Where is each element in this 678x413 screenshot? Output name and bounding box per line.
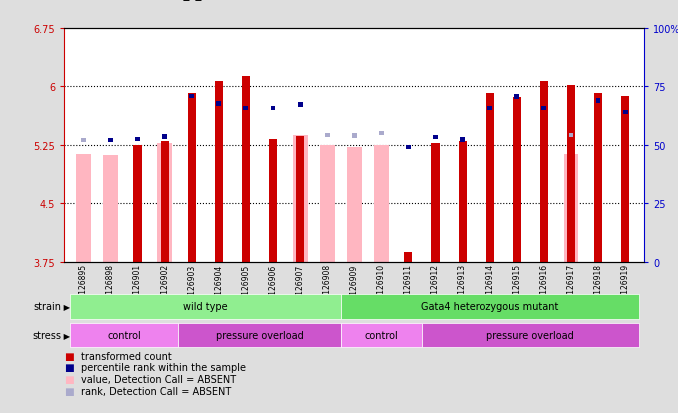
- Bar: [347, 148, 361, 262]
- Bar: [296, 136, 304, 262]
- Text: rank, Detection Call = ABSENT: rank, Detection Call = ABSENT: [81, 386, 232, 396]
- Bar: [161, 142, 169, 262]
- Bar: [431, 143, 439, 262]
- Bar: [460, 138, 465, 142]
- Bar: [215, 82, 223, 262]
- Text: control: control: [107, 330, 141, 341]
- Text: ■: ■: [64, 351, 74, 361]
- Bar: [542, 107, 546, 111]
- Bar: [513, 97, 521, 262]
- Bar: [189, 95, 194, 99]
- Bar: [157, 144, 172, 262]
- Text: ▶: ▶: [61, 302, 70, 311]
- Text: Gata4 heterozygous mutant: Gata4 heterozygous mutant: [421, 301, 559, 312]
- Bar: [374, 146, 388, 262]
- Text: percentile rank within the sample: percentile rank within the sample: [81, 363, 246, 373]
- Text: pressure overload: pressure overload: [486, 330, 574, 341]
- Text: ▶: ▶: [61, 331, 70, 340]
- Bar: [352, 134, 357, 138]
- Bar: [243, 107, 248, 111]
- Bar: [594, 93, 602, 262]
- FancyBboxPatch shape: [178, 323, 341, 348]
- Bar: [162, 135, 167, 139]
- Bar: [515, 95, 519, 100]
- Text: ■: ■: [64, 374, 74, 384]
- Bar: [103, 156, 118, 262]
- Bar: [271, 107, 275, 111]
- Bar: [622, 111, 628, 115]
- Bar: [404, 252, 412, 262]
- Bar: [293, 135, 308, 262]
- Text: ■: ■: [64, 363, 74, 373]
- FancyBboxPatch shape: [70, 294, 341, 319]
- Bar: [569, 133, 574, 138]
- Bar: [563, 155, 578, 262]
- Text: control: control: [365, 330, 398, 341]
- Bar: [81, 139, 86, 143]
- FancyBboxPatch shape: [422, 323, 639, 348]
- Bar: [379, 132, 384, 136]
- Bar: [242, 77, 250, 262]
- Bar: [134, 146, 142, 262]
- Bar: [320, 146, 335, 262]
- FancyBboxPatch shape: [341, 323, 422, 348]
- FancyBboxPatch shape: [70, 323, 178, 348]
- Text: wild type: wild type: [183, 301, 228, 312]
- Bar: [406, 146, 411, 150]
- Bar: [135, 137, 140, 142]
- Bar: [485, 93, 494, 262]
- Bar: [540, 82, 548, 262]
- Text: pressure overload: pressure overload: [216, 330, 303, 341]
- FancyBboxPatch shape: [341, 294, 639, 319]
- Text: transformed count: transformed count: [81, 351, 172, 361]
- Text: ■: ■: [64, 386, 74, 396]
- Bar: [458, 142, 466, 262]
- Bar: [216, 102, 221, 107]
- Bar: [621, 97, 629, 262]
- Bar: [108, 139, 113, 143]
- Bar: [76, 155, 91, 262]
- Bar: [567, 85, 575, 262]
- Bar: [487, 107, 492, 111]
- Bar: [188, 93, 196, 262]
- Bar: [269, 139, 277, 262]
- Text: value, Detection Call = ABSENT: value, Detection Call = ABSENT: [81, 374, 237, 384]
- Bar: [595, 99, 601, 103]
- Bar: [325, 133, 330, 138]
- Bar: [433, 135, 438, 140]
- Text: stress: stress: [32, 330, 61, 341]
- Text: strain: strain: [33, 301, 61, 312]
- Bar: [298, 103, 302, 107]
